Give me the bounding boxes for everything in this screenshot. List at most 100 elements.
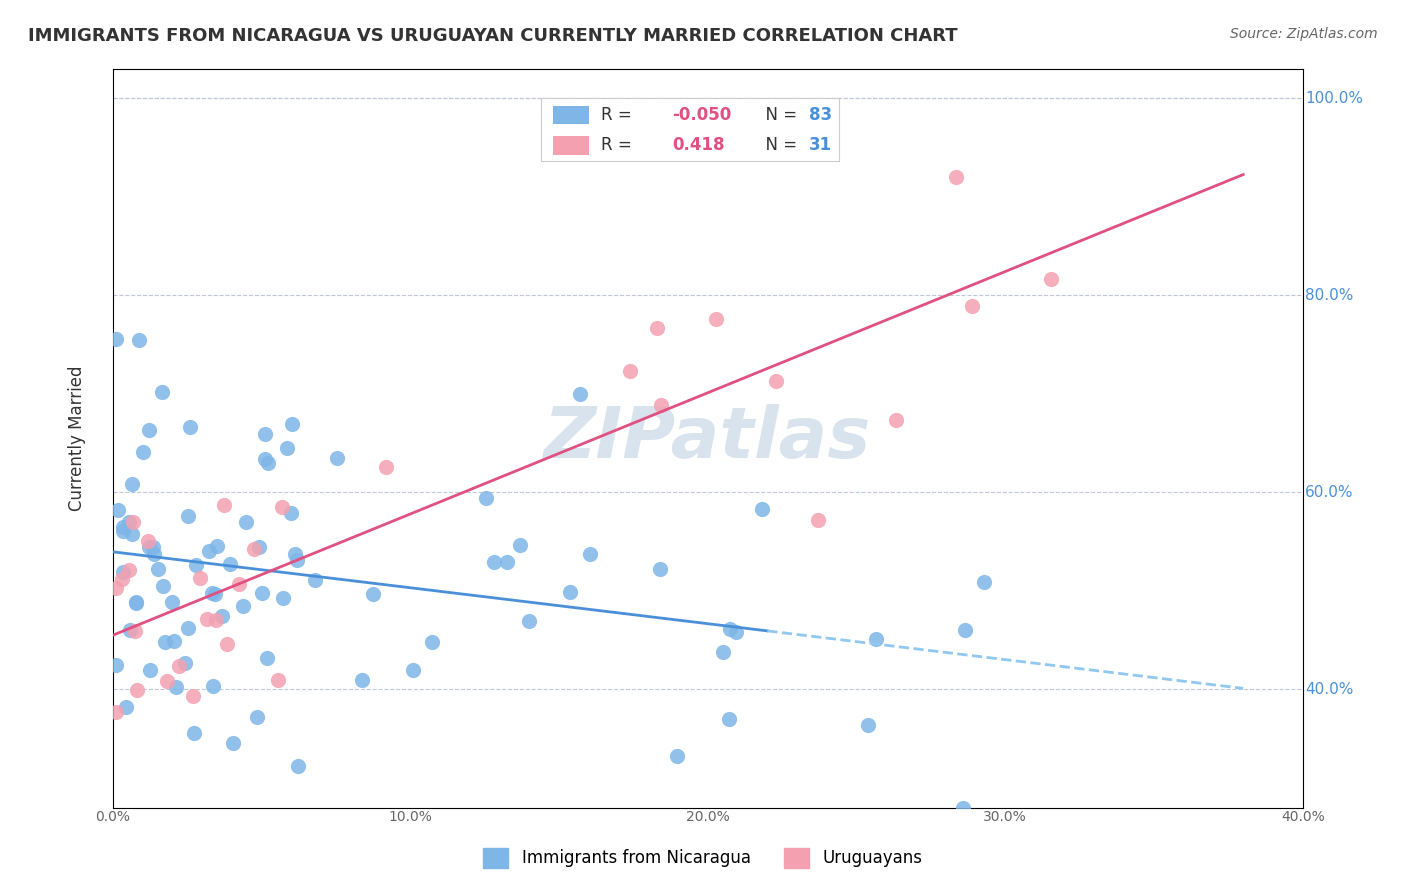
Text: 60.0%: 60.0% (1305, 484, 1354, 500)
Point (960, 299, 983, 313)
Point (765, 374, 787, 388)
Point (142, 547, 165, 561)
Text: IMMIGRANTS FROM NICARAGUA VS URUGUAYAN CURRENTLY MARRIED CORRELATION CHART: IMMIGRANTS FROM NICARAGUA VS URUGUAYAN C… (28, 27, 957, 45)
Point (482, 556, 505, 570)
Point (375, 460, 398, 475)
Point (284, 547, 307, 561)
Point (706, 311, 728, 326)
Point (235, 515, 257, 529)
Point (167, 659, 190, 673)
Point (156, 673, 179, 688)
Point (212, 499, 235, 513)
Point (114, 699, 136, 714)
Point (807, 513, 830, 527)
Point (718, 622, 741, 636)
Point (953, 623, 976, 637)
Point (173, 656, 195, 670)
Point (713, 644, 735, 658)
Point (142, 540, 165, 554)
Legend: Immigrants from Nicaragua, Uruguayans: Immigrants from Nicaragua, Uruguayans (477, 841, 929, 875)
Point (884, 413, 907, 427)
Point (560, 585, 582, 599)
Point (150, 384, 173, 399)
Point (280, 506, 302, 520)
Point (118, 515, 141, 529)
Point (218, 558, 240, 572)
Point (222, 736, 245, 750)
Point (104, 582, 127, 596)
Point (271, 500, 294, 515)
Point (153, 635, 176, 649)
Point (271, 591, 294, 606)
Point (165, 680, 187, 694)
Point (645, 321, 668, 335)
Point (162, 633, 184, 648)
Point (865, 632, 887, 647)
Text: 20.0%: 20.0% (686, 810, 730, 823)
Point (243, 542, 266, 557)
Point (160, 595, 183, 609)
Text: 10.0%: 10.0% (388, 810, 432, 823)
Point (195, 611, 218, 625)
Point (207, 539, 229, 553)
Point (190, 571, 212, 585)
Point (138, 540, 160, 554)
Point (205, 613, 228, 627)
Point (111, 572, 134, 586)
Point (475, 491, 498, 505)
Point (285, 552, 308, 566)
Point (256, 457, 278, 471)
Point (267, 673, 290, 687)
Point (578, 547, 600, 561)
Point (326, 450, 349, 465)
Point (139, 663, 162, 677)
Point (111, 565, 134, 579)
Point (132, 444, 155, 458)
Point (124, 624, 146, 638)
Point (118, 563, 141, 577)
Point (152, 579, 174, 593)
Point (254, 452, 277, 467)
Point (420, 634, 443, 648)
Text: Source: ZipAtlas.com: Source: ZipAtlas.com (1230, 27, 1378, 41)
Text: 80.0%: 80.0% (1305, 288, 1354, 302)
Point (256, 650, 278, 665)
Point (176, 509, 198, 524)
Point (666, 749, 689, 764)
Point (107, 502, 129, 516)
Point (118, 623, 141, 637)
Point (112, 524, 135, 538)
Point (304, 573, 326, 587)
Point (183, 726, 205, 740)
Text: 40.0%: 40.0% (1281, 810, 1324, 823)
Point (197, 544, 219, 558)
Point (619, 364, 641, 378)
Point (352, 673, 374, 687)
Text: Currently Married: Currently Married (69, 366, 86, 511)
Point (287, 759, 309, 773)
Point (125, 595, 148, 609)
Point (128, 333, 150, 347)
Point (725, 624, 748, 639)
Point (568, 387, 591, 401)
Point (247, 540, 270, 554)
Text: 100.0%: 100.0% (1305, 91, 1362, 105)
Point (232, 599, 254, 613)
Point (179, 420, 201, 434)
Point (952, 800, 974, 814)
Point (276, 441, 298, 455)
Point (402, 663, 425, 677)
Point (496, 555, 519, 569)
Point (146, 561, 169, 575)
Point (1040, 271, 1063, 285)
Point (253, 426, 276, 441)
Point (104, 658, 127, 673)
Point (509, 538, 531, 552)
Text: 0.0%: 0.0% (96, 810, 131, 823)
Point (228, 577, 250, 591)
Point (215, 637, 238, 651)
Point (104, 705, 127, 719)
Point (104, 332, 127, 346)
Point (111, 520, 134, 534)
Point (973, 574, 995, 589)
